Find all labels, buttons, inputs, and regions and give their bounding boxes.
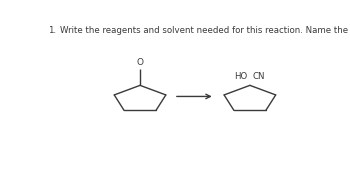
Text: HO: HO [234, 72, 248, 81]
Text: 1.: 1. [48, 26, 56, 35]
Text: CN: CN [252, 72, 265, 81]
Text: O: O [136, 58, 144, 67]
Text: Write the reagents and solvent needed for this reaction. Name the functional gro: Write the reagents and solvent needed fo… [60, 26, 350, 35]
